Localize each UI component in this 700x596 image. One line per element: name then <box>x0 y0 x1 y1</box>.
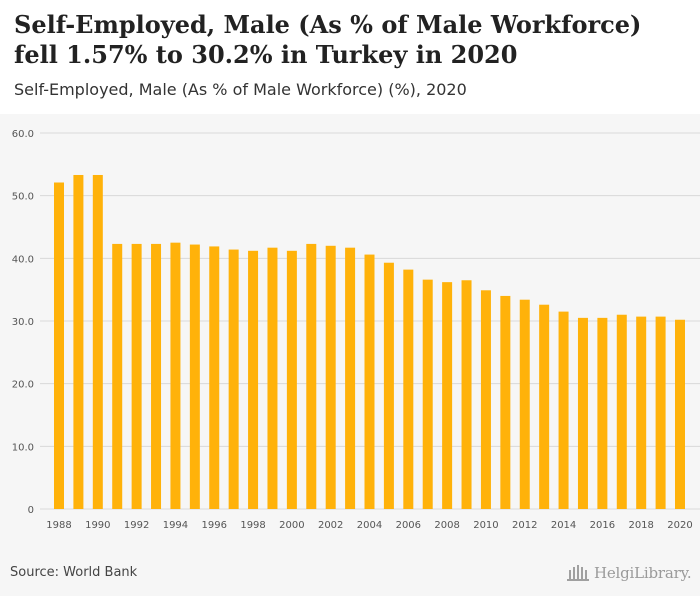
bar <box>92 174 103 509</box>
x-tick-label: 2010 <box>473 520 498 531</box>
bar <box>461 280 472 509</box>
x-tick-label: 1988 <box>46 520 71 531</box>
x-tick-label: 1996 <box>202 520 227 531</box>
y-tick-label: 50.0 <box>12 192 34 203</box>
bar <box>636 316 647 509</box>
y-tick-label: 20.0 <box>12 380 34 391</box>
bar <box>189 244 200 509</box>
y-tick-label: 40.0 <box>12 254 34 265</box>
bar <box>364 254 375 509</box>
bar <box>383 262 394 509</box>
bar <box>54 182 64 510</box>
helgilibrary-logo: HelgiLibrary. <box>566 563 692 583</box>
x-tick-label: 1998 <box>240 520 265 531</box>
y-tick-label: 10.0 <box>12 442 34 453</box>
chart-subtitle: Self-Employed, Male (As % of Male Workfo… <box>14 80 467 99</box>
bar <box>151 243 162 510</box>
x-tick-label: 2014 <box>551 520 576 531</box>
bar <box>539 304 550 509</box>
x-tick-label: 2000 <box>279 520 304 531</box>
bar <box>267 247 278 509</box>
logo-text: HelgiLibrary. <box>594 564 692 582</box>
bar <box>558 311 569 509</box>
y-tick-label: 0 <box>28 505 34 516</box>
source-note: Source: World Bank <box>10 565 138 580</box>
x-tick-label: 2012 <box>512 520 537 531</box>
chart-header: Self-Employed, Male (As % of Male Workfo… <box>0 0 700 114</box>
y-tick-label: 60.0 <box>12 129 34 140</box>
x-tick-label: 2006 <box>396 520 421 531</box>
x-tick-label: 2002 <box>318 520 343 531</box>
x-tick-label: 2008 <box>434 520 459 531</box>
bar <box>306 243 317 510</box>
bar <box>675 319 685 509</box>
library-building-icon <box>567 565 589 581</box>
x-tick-label: 2004 <box>357 520 382 531</box>
bar <box>209 246 220 509</box>
bar-chart: 0 10.0 20.0 30.0 40.0 50.0 60.0 1988 1990 1992 199… <box>12 129 700 531</box>
x-tick-label: 2020 <box>667 520 692 531</box>
bar <box>112 243 123 510</box>
y-tick-label: 30.0 <box>12 317 34 328</box>
bar <box>170 242 181 509</box>
bar <box>73 174 84 509</box>
chart-title: Self-Employed, Male (As % of Male Workfo… <box>14 10 642 69</box>
bar <box>403 269 414 509</box>
x-tick-label: 2018 <box>628 520 653 531</box>
x-tick-label: 1992 <box>124 520 149 531</box>
bar <box>655 316 666 509</box>
bar <box>616 314 627 509</box>
bar <box>442 282 453 509</box>
bar <box>519 299 530 509</box>
bar <box>228 249 239 509</box>
bar <box>286 250 297 509</box>
bar <box>248 250 259 509</box>
bar <box>345 247 356 509</box>
bar <box>597 317 608 509</box>
bar <box>480 290 491 509</box>
bar <box>131 243 142 510</box>
x-tick-label: 1994 <box>163 520 188 531</box>
x-tick-label: 1990 <box>85 520 110 531</box>
bar <box>500 295 511 509</box>
bar <box>325 245 336 510</box>
bar <box>577 317 588 509</box>
x-tick-label: 2016 <box>590 520 615 531</box>
bar <box>422 279 433 509</box>
